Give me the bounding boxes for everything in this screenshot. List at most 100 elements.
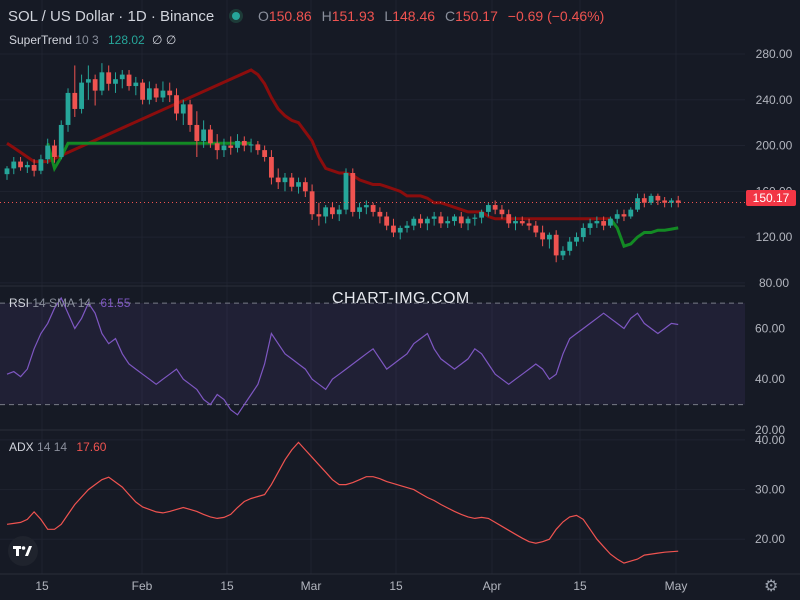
candle-body [194, 124, 200, 141]
candle-body [146, 88, 152, 100]
candle-body [553, 234, 559, 256]
candle-body [4, 168, 10, 175]
rsi-tick-label: 20.00 [755, 423, 785, 437]
candle-body [92, 79, 98, 91]
candle-body [608, 218, 613, 226]
supertrend-value: 128.02 [107, 33, 145, 47]
supertrend-down-line [6, 68, 611, 221]
candle-body [316, 214, 322, 217]
candle-body [113, 79, 118, 84]
candle-body [18, 161, 23, 168]
candle-body [133, 82, 139, 87]
candle-body [587, 223, 593, 228]
candle-body [72, 92, 78, 109]
price-tick-label: 200.00 [756, 139, 793, 153]
candle-body [167, 90, 173, 96]
candle-body [472, 217, 478, 219]
candle-body [547, 234, 552, 240]
settings-gear-icon[interactable]: ⚙ [764, 578, 779, 595]
open-label: O [257, 8, 269, 24]
candle-body [465, 218, 471, 224]
candle-body [323, 207, 329, 217]
time-tick-label: 15 [389, 579, 403, 593]
candle-body [262, 150, 268, 157]
candle-body [431, 216, 437, 219]
candle-body [628, 209, 634, 217]
candle-body [52, 145, 57, 157]
candle-body [153, 88, 159, 98]
supertrend-na-icon: ∅ ∅ [152, 33, 177, 47]
candle-body [289, 177, 295, 187]
supertrend-name: SuperTrend [9, 33, 72, 47]
change-value: −0.69 (−0.46%) [507, 8, 605, 24]
candle-body [655, 195, 661, 201]
candle-body [336, 209, 342, 215]
candle-body [370, 205, 376, 212]
rsi-legend[interactable]: RSI 14 SMA 14 61.55 [9, 296, 130, 310]
candle-body [45, 145, 51, 160]
candle-body [506, 214, 512, 224]
candle-body [635, 198, 640, 210]
candle-body [424, 218, 430, 224]
candle-body [160, 90, 166, 98]
candle-body [513, 221, 518, 224]
candle-body [235, 140, 240, 148]
supertrend-legend[interactable]: SuperTrend 10 3 128.02 ∅ ∅ [9, 33, 176, 47]
time-tick-label: 15 [573, 579, 587, 593]
symbol-title[interactable]: SOL / US Dollar · 1D · Binance [8, 8, 215, 25]
candle-body [560, 250, 566, 256]
candle-body [214, 143, 220, 151]
time-tick-label: 15 [220, 579, 234, 593]
candles [4, 63, 681, 263]
candle-body [221, 145, 227, 151]
candle-body [621, 214, 627, 217]
open-value: 150.86 [268, 8, 312, 24]
watermark: CHART-IMG.COM [332, 290, 470, 307]
candle-body [248, 144, 254, 146]
candle-body [255, 144, 261, 151]
candle-body [85, 79, 91, 83]
candle-body [519, 221, 525, 224]
price-tick-label: 280.00 [756, 47, 793, 61]
candle-body [106, 72, 112, 84]
candle-body [363, 205, 369, 208]
rsi-band [0, 302, 745, 406]
rsi-params: 14 SMA 14 [32, 296, 92, 310]
candle-body [140, 82, 145, 100]
rsi-series [6, 296, 679, 416]
axes: 15Feb15Mar15Apr15May280.00240.00200.0016… [35, 47, 792, 593]
candle-body [187, 104, 193, 125]
low-value: 148.46 [392, 8, 436, 24]
candle-body [228, 145, 234, 148]
price-tick-label: 80.00 [759, 276, 789, 290]
candle-body [438, 216, 444, 224]
candle-body [391, 225, 396, 233]
candle-body [384, 216, 390, 226]
grid-lines [0, 0, 745, 574]
candle-body [614, 214, 620, 219]
candle-body [330, 207, 335, 215]
candle-body [241, 140, 247, 146]
low-label: L [384, 8, 393, 24]
candle-body [180, 104, 186, 114]
adx-legend[interactable]: ADX 14 14 17.60 [9, 440, 106, 454]
rsi-line [6, 296, 679, 416]
rsi-value: 61.55 [100, 296, 131, 310]
time-tick-label: 15 [35, 579, 49, 593]
time-tick-label: Apr [483, 579, 502, 593]
time-tick-label: May [665, 579, 688, 593]
candle-body [38, 159, 44, 171]
rsi-tick-label: 40.00 [755, 372, 785, 386]
candle-body [526, 223, 532, 226]
candle-body [31, 165, 37, 171]
close-value: 150.17 [455, 8, 498, 24]
price-tick-label: 120.00 [756, 230, 793, 244]
adx-line [6, 441, 679, 564]
candle-body [662, 200, 668, 203]
candle-body [357, 207, 362, 212]
candle-body [208, 129, 213, 144]
tradingview-logo-icon[interactable] [8, 536, 38, 566]
rsi-tick-label: 60.00 [755, 321, 785, 335]
candle-body [58, 124, 64, 157]
